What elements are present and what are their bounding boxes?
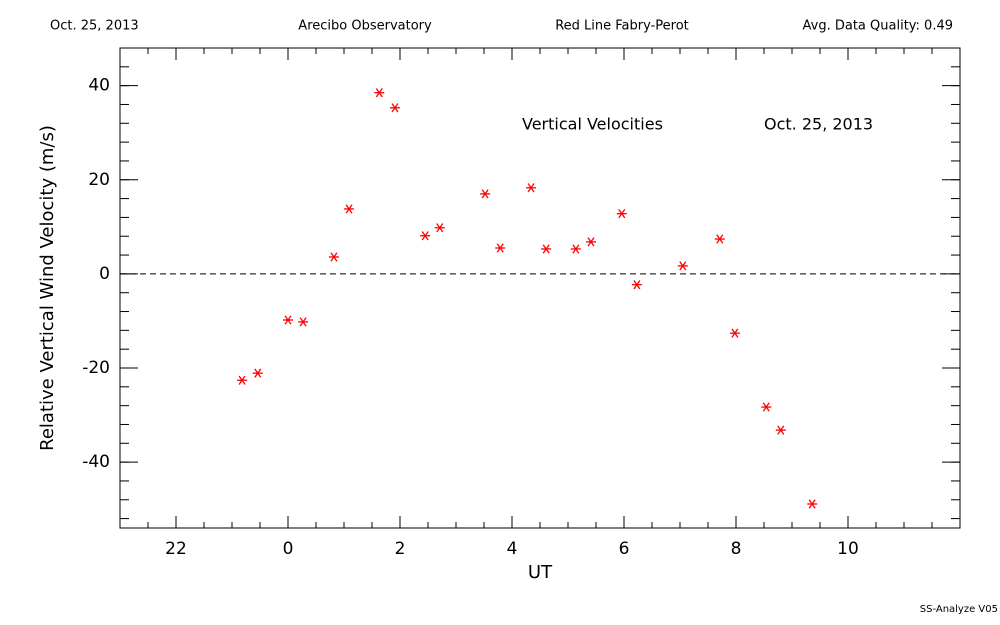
x-tick-label: 0 [283,539,294,559]
header-instrument: Red Line Fabry-Perot [555,19,689,34]
asterisk-stroke [716,234,724,244]
x-tick-label: 6 [619,539,630,559]
y-axis-label: Relative Vertical Wind Velocity (m/s) [37,125,58,451]
data-point [298,317,309,327]
data-point [616,209,627,219]
header-site: Arecibo Observatory [298,19,432,34]
asterisk-stroke [391,103,399,113]
asterisk-stroke [330,252,338,262]
data-point [344,204,355,214]
x-tick-label: 2 [395,539,406,559]
data-point [761,402,772,412]
data-point [434,223,445,233]
y-tick-label: 20 [88,170,110,190]
asterisk-stroke [345,204,353,214]
data-point [807,499,818,509]
data-point [541,244,552,254]
x-tick-label: 8 [731,539,742,559]
asterisk-stroke [481,189,489,199]
x-tick-label: 4 [507,539,518,559]
data-point [480,189,491,199]
asterisk-stroke [238,375,246,385]
asterisk-stroke [679,261,687,271]
asterisk-stroke [542,244,550,254]
footer: SS-Analyze V05 [920,604,998,615]
data-point [283,315,293,325]
data-point [631,280,642,290]
data-point [252,368,263,378]
asterisk-stroke [527,183,535,193]
asterisk-stroke [375,88,383,98]
data-point [420,231,431,241]
y-tick-label: 0 [99,264,110,284]
asterisk-stroke [496,243,504,253]
asterisk-stroke [731,328,739,338]
data-point [374,88,385,98]
asterisk-stroke [808,499,816,509]
header-date: Oct. 25, 2013 [50,19,139,34]
asterisk-stroke [254,368,262,378]
x-tick-label: 10 [837,539,859,559]
asterisk-stroke [284,315,292,325]
annotation: Oct. 25, 2013 [764,115,873,134]
asterisk-stroke [299,317,307,327]
y-tick-label: -20 [82,358,110,378]
data-point [585,237,596,247]
data-point [389,103,400,113]
header-quality: Avg. Data Quality: 0.49 [803,19,953,34]
data-point [570,244,581,254]
data-point [677,261,688,271]
data-point [237,375,248,385]
data-point [526,183,537,193]
y-tick-label: 40 [88,76,110,96]
asterisk-stroke [762,402,770,412]
asterisk-stroke [777,425,785,435]
asterisk-stroke [587,237,595,247]
annotation: Vertical Velocities [522,115,663,134]
y-tick-label: -40 [82,452,110,472]
data-point [714,234,725,244]
data-point [495,243,506,253]
data-point [775,425,786,435]
asterisk-stroke [633,280,641,290]
data-point [729,328,740,338]
x-tick-label: 22 [165,539,187,559]
asterisk-stroke [572,244,580,254]
data-point [328,252,339,262]
asterisk-stroke [618,209,626,219]
asterisk-stroke [436,223,444,233]
asterisk-stroke [421,231,429,241]
x-axis-label: UT [528,562,553,583]
